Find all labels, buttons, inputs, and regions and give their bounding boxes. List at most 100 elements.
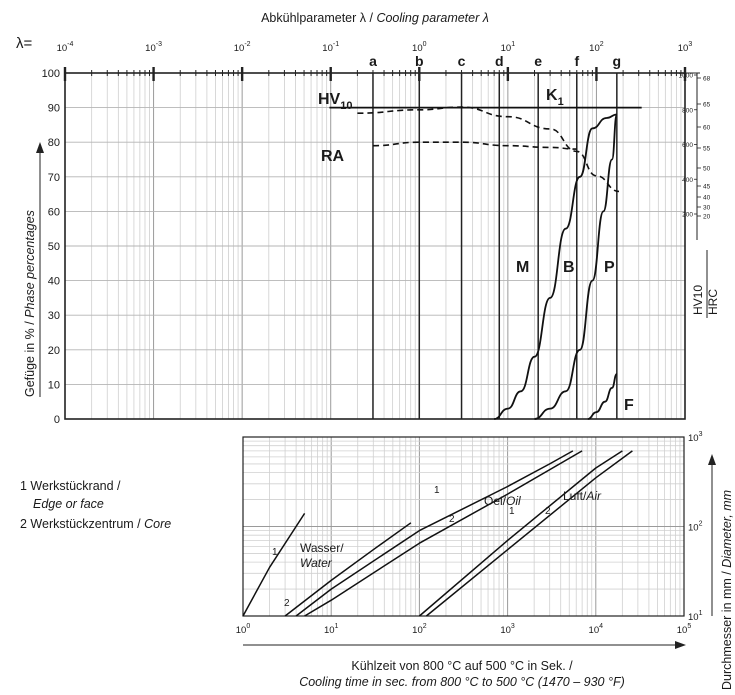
cooling-line-label-c: c <box>458 53 466 69</box>
hv-tick-label: 200 <box>682 212 693 219</box>
curve-b <box>534 113 618 420</box>
bottom-axis-title-de: Kühlzeit von 800 °C auf 500 °C in Sek. / <box>351 659 573 673</box>
bottom-curve-luft-air-1 <box>418 450 623 617</box>
cooling-line-label-b: b <box>415 53 424 69</box>
cooling-lines: a b c d e f g <box>369 53 621 419</box>
water-curve-1-number: 1 <box>272 547 278 558</box>
hv10-label: HV10 <box>318 91 352 112</box>
left-axis-title-en: Phase percentages <box>23 210 37 318</box>
top-chart-curves <box>329 106 642 420</box>
left-y-tick-label: 20 <box>48 345 60 357</box>
left-y-tick-label: 0 <box>54 414 60 426</box>
bottom-x-tick-label: 101 <box>324 623 339 636</box>
left-y-tick-label: 100 <box>42 68 60 80</box>
right-axis-arrow <box>708 454 716 465</box>
hardness-labels: HV10 HRC <box>691 250 720 318</box>
oel-label-de: Oel/ <box>484 494 507 508</box>
hv-tick-label: 1000 <box>679 73 694 80</box>
bottom-x-tick-exponent: 4 <box>599 623 603 630</box>
luft-label-de: Luft/ <box>563 489 587 503</box>
bottom-axis-title: Kühlzeit von 800 °C auf 500 °C in Sek. /… <box>243 641 686 689</box>
bottom-curve-labels: Oel/Oil Luft/Air Wasser/ Water 1 2 1 2 1… <box>272 485 602 609</box>
hrc-tick-label: 55 <box>703 146 711 153</box>
left-y-tick-label: 50 <box>48 241 60 253</box>
ra-label: RA <box>321 148 345 165</box>
luft-label: Luft/Air <box>563 489 602 503</box>
curve-m <box>493 113 617 420</box>
legend-item2-de: 2 Werkstückzentrum / <box>20 517 144 531</box>
top-chart-grid <box>65 73 685 419</box>
bottom-x-tick-label: 102 <box>412 623 427 636</box>
f-label: F <box>624 397 634 414</box>
hv10-label-main: HV <box>318 91 341 108</box>
hrc-axis-label: HRC <box>706 289 720 315</box>
cooling-line-label-e: e <box>534 53 542 69</box>
b-label: B <box>563 259 575 276</box>
top-x-tick-exponent: -1 <box>333 41 339 48</box>
bottom-x-tick-exponent: 1 <box>335 623 339 630</box>
legend: 1 Werkstückrand / Edge or face 2 Werkstü… <box>20 479 171 531</box>
top-chart-frame <box>64 72 686 420</box>
right-axis-title: Durchmesser in mm / Diameter, mm <box>708 454 734 690</box>
hv-tick-label: 600 <box>682 142 693 149</box>
bottom-curve-oel-oil-1 <box>295 450 574 617</box>
top-x-tick-exponent: 3 <box>688 41 692 48</box>
legend-item1-de: 1 Werkstückrand / <box>20 479 121 493</box>
curve-ra <box>372 141 577 150</box>
bottom-y-tick-label: 103 <box>688 431 703 444</box>
hrc-tick-label: 68 <box>703 76 711 83</box>
svg-text:Durchmesser in mm / Diameter,: Durchmesser in mm / Diameter, mm <box>720 490 734 690</box>
hrc-tick-label: 65 <box>703 102 711 109</box>
left-y-tick-label: 80 <box>48 137 60 149</box>
bottom-x-tick-label: 104 <box>589 623 604 636</box>
bottom-x-tick-exponent: 0 <box>246 623 250 630</box>
hrc-tick-label: 30 <box>703 205 711 212</box>
left-y-tick-label: 70 <box>48 172 60 184</box>
top-x-tick-exponent: 2 <box>600 41 604 48</box>
hrc-tick-label: 60 <box>703 125 711 132</box>
legend-item2-en: Core <box>144 517 171 531</box>
top-x-tick-label: 10-3 <box>145 41 162 54</box>
curve-p <box>587 373 618 420</box>
wasser-label: Wasser/ <box>300 541 344 555</box>
bottom-curve-luft-air-2 <box>425 450 633 617</box>
hrc-tick-label: 20 <box>703 214 711 221</box>
k1-label: K1 <box>546 87 564 108</box>
hrc-tick-label: 40 <box>703 195 711 202</box>
cooling-line-label-g: g <box>613 53 622 69</box>
left-y-tick-labels: 0 10 20 30 40 50 60 70 80 90 100 <box>42 68 60 426</box>
water-curve-2-number: 2 <box>284 598 290 609</box>
bottom-chart-curves <box>242 450 633 617</box>
bottom-y-tick-labels: 103 102 101 <box>688 431 703 623</box>
oel-label: Oel/Oil <box>484 494 521 508</box>
top-x-tick-label: 102 <box>589 41 604 54</box>
right-axis-title-de: Durchmesser in mm / <box>720 568 734 690</box>
hv10-label-sub: 10 <box>340 100 352 112</box>
top-axis-title-en: Cooling parameter λ <box>376 11 488 25</box>
cooling-line-label-f: f <box>574 53 579 69</box>
water-label: Water <box>300 556 333 570</box>
p-label: P <box>604 259 615 276</box>
left-axis-arrow <box>36 142 44 153</box>
left-y-tick-label: 30 <box>48 310 60 322</box>
k1-label-sub: 1 <box>558 96 564 108</box>
top-curve-labels: HV10 K1 RA M B P F <box>318 87 634 414</box>
top-x-tick-label: 103 <box>678 41 693 54</box>
bottom-curve-wasser-water-1 <box>242 512 306 617</box>
right-axis-title-en: Diameter, mm <box>720 490 734 568</box>
bottom-x-tick-exponent: 5 <box>687 623 691 630</box>
bottom-curve-wasser-water-2 <box>284 522 412 617</box>
bottom-x-tick-labels: 100 101 102 103 104 1 0 5 <box>236 623 692 636</box>
bottom-x-tick-label: 103 <box>500 623 515 636</box>
bottom-y-tick-label: 101 <box>688 610 703 623</box>
top-x-tick-exponent: 0 <box>423 41 427 48</box>
hrc-tick-label: 50 <box>703 166 711 173</box>
bottom-axis-title-en: Cooling time in sec. from 800 °C to 500 … <box>299 675 625 689</box>
cooling-line-label-d: d <box>495 53 504 69</box>
top-x-tick-label: 100 <box>412 41 427 54</box>
bottom-y-tick-exponent: 2 <box>699 521 703 528</box>
bottom-y-tick-label: 102 <box>688 521 703 534</box>
bottom-x-tick-exponent: 3 <box>511 623 515 630</box>
bottom-x-tick-label: 100 <box>236 623 251 636</box>
